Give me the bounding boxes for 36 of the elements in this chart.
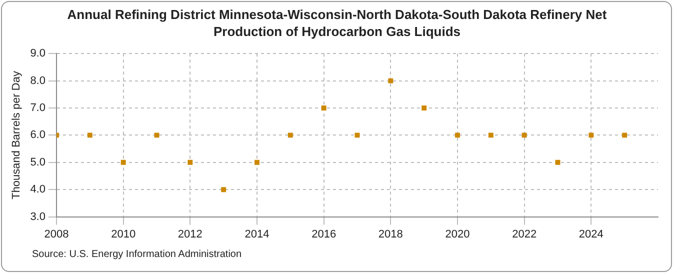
y-tick-label: 3.0 (30, 210, 46, 223)
point (154, 132, 160, 138)
point (422, 106, 427, 110)
x-tick-label: 2014 (244, 228, 270, 240)
x-tick-label: 2010 (111, 228, 136, 240)
x-tick-label: 2018 (378, 228, 403, 240)
x-tick-label: 2022 (512, 228, 537, 240)
point (522, 132, 527, 138)
source-note: Source: U.S. Energy Information Administration (32, 249, 242, 260)
point (321, 106, 326, 110)
chart-title: Annual Refining District Minnesota-Wisconsin-North Dakota-South Dakota Refinery Net Production of Hydrocarbon Gas Liquids (66, 6, 608, 40)
point (354, 132, 360, 138)
point (87, 132, 92, 138)
y-axis-title: Thousand Barrels per Day (10, 70, 23, 200)
point (288, 132, 293, 138)
x-tick-label: 2016 (312, 228, 336, 240)
y-tick-label: 6.0 (30, 129, 46, 142)
point (455, 132, 460, 138)
point (388, 78, 394, 84)
x-tick-label: 2012 (178, 228, 202, 240)
x-tick-label: 2008 (44, 228, 69, 240)
point (555, 160, 560, 165)
point (188, 160, 193, 165)
point (254, 160, 260, 165)
y-tick-label: 5.0 (30, 156, 46, 168)
point (588, 132, 594, 138)
y-tick-label: 8.0 (30, 74, 46, 87)
point (488, 132, 494, 138)
y-tick-label: 7.0 (30, 102, 46, 114)
point (221, 187, 226, 192)
x-tick-label: 2024 (578, 228, 604, 240)
point (622, 132, 628, 138)
point (120, 160, 126, 165)
y-tick-label: 4.0 (30, 184, 46, 196)
y-tick-label: 9.0 (30, 48, 46, 60)
x-tick-label: 2020 (445, 228, 470, 240)
